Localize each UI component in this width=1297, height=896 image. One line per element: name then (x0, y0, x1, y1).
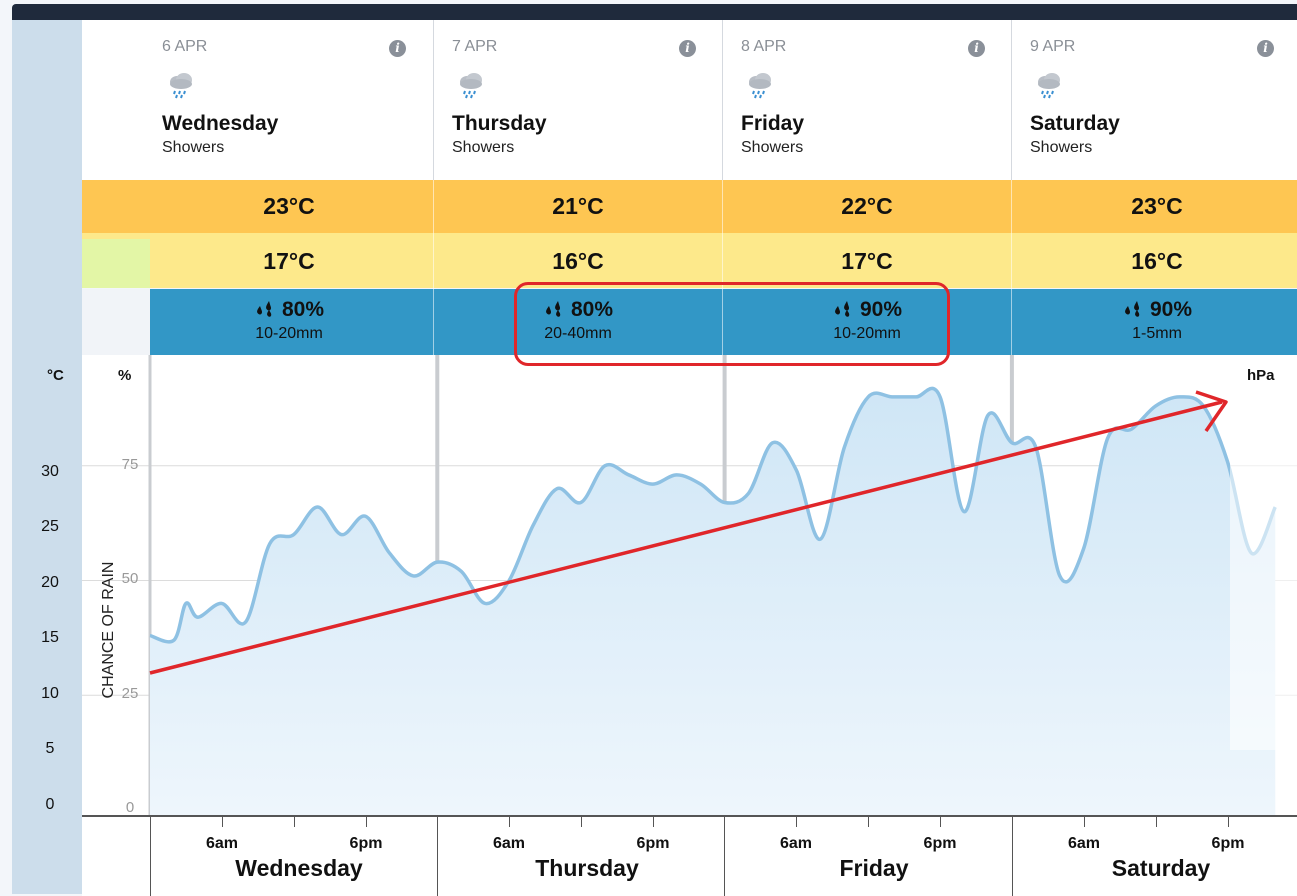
highlight-annotation (514, 282, 950, 366)
max-temp-saturday: 23°C (1057, 193, 1257, 220)
axis-tick (366, 817, 367, 827)
future-fade (1230, 355, 1297, 750)
axis-tick (940, 817, 941, 827)
rain-chance-saturday: 90% (1057, 298, 1257, 322)
celsius-tick: 25 (30, 518, 70, 536)
cell-separator (433, 180, 434, 355)
pressure-unit-label: hPa (1247, 367, 1275, 384)
rain-cloud-icon (456, 69, 486, 99)
max-temp-friday: 22°C (767, 193, 967, 220)
axis-tick (294, 817, 295, 827)
celsius-tick: 10 (30, 685, 70, 703)
axis-day-separator (437, 817, 438, 896)
rain-axis-label: CHANCE OF RAIN (100, 505, 118, 755)
axis-time-6pm: 6pm (900, 835, 980, 853)
celsius-tick: 15 (30, 629, 70, 647)
axis-tick (509, 817, 510, 827)
info-icon[interactable]: i (389, 40, 406, 57)
min-temp-friday: 17°C (767, 248, 967, 275)
day-column-thursday: 7 APR i Thursday Showers (433, 20, 723, 180)
day-column-saturday: 9 APR i Saturday Showers (1011, 20, 1297, 180)
axis-tick (1156, 817, 1157, 827)
min-temp-band-lead (82, 239, 150, 288)
percent-tick: 0 (110, 799, 150, 816)
axis-day-separator (150, 817, 151, 896)
axis-day-separator (724, 817, 725, 896)
day-name: Friday (741, 112, 804, 136)
max-temp-thursday: 21°C (478, 193, 678, 220)
info-icon[interactable]: i (1257, 40, 1274, 57)
rain-band-lead (82, 289, 150, 355)
percent-tick: 75 (110, 456, 150, 473)
day-date: 8 APR (741, 38, 786, 56)
rain-cloud-icon (166, 69, 196, 99)
rain-drops-icon (254, 298, 276, 318)
info-icon[interactable]: i (968, 40, 985, 57)
axis-time-6am: 6am (1044, 835, 1124, 853)
min-temp-saturday: 16°C (1057, 248, 1257, 275)
axis-tick (653, 817, 654, 827)
axis-time-6am: 6am (756, 835, 836, 853)
day-summary: Showers (452, 139, 514, 157)
percent-unit-label: % (118, 367, 131, 384)
day-column-wednesday: 6 APR i Wednesday Showers (82, 20, 433, 180)
axis-day-thursday: Thursday (487, 855, 687, 882)
axis-tick (1228, 817, 1229, 827)
axis-tick (581, 817, 582, 827)
day-name: Thursday (452, 112, 547, 136)
axis-time-6pm: 6pm (613, 835, 693, 853)
day-name: Saturday (1030, 112, 1120, 136)
rain-chance-value: 80% (282, 298, 324, 321)
axis-time-6am: 6am (182, 835, 262, 853)
min-temp-wednesday: 17°C (189, 248, 389, 275)
day-summary: Showers (162, 139, 224, 157)
rain-amount-saturday: 1-5mm (1057, 325, 1257, 343)
rain-chance-chart (0, 355, 1297, 815)
celsius-tick: 5 (30, 740, 70, 758)
rain-amount-wednesday: 10-20mm (189, 325, 389, 343)
day-summary: Showers (741, 139, 803, 157)
day-date: 6 APR (162, 38, 207, 56)
axis-tick (222, 817, 223, 827)
max-temp-wednesday: 23°C (189, 193, 389, 220)
cell-separator (1011, 180, 1012, 355)
celsius-tick: 0 (30, 796, 70, 814)
day-name: Wednesday (162, 112, 278, 136)
day-summary: Showers (1030, 139, 1092, 157)
rain-cloud-icon (1034, 69, 1064, 99)
celsius-tick: 30 (30, 463, 70, 481)
axis-time-6pm: 6pm (326, 835, 406, 853)
axis-time-6pm: 6pm (1188, 835, 1268, 853)
min-temp-thursday: 16°C (478, 248, 678, 275)
axis-tick (868, 817, 869, 827)
info-icon[interactable]: i (679, 40, 696, 57)
rain-cloud-icon (745, 69, 775, 99)
axis-day-friday: Friday (774, 855, 974, 882)
rain-chance-value: 90% (1150, 298, 1192, 321)
axis-day-separator (1012, 817, 1013, 896)
celsius-tick: 20 (30, 574, 70, 592)
day-column-friday: 8 APR i Friday Showers (722, 20, 1012, 180)
axis-tick (1084, 817, 1085, 827)
rain-drops-icon (1122, 298, 1144, 318)
top-bar (12, 4, 1297, 20)
axis-tick (796, 817, 797, 827)
rain-chance-wednesday: 80% (189, 298, 389, 322)
day-date: 9 APR (1030, 38, 1075, 56)
day-date: 7 APR (452, 38, 497, 56)
axis-day-saturday: Saturday (1061, 855, 1261, 882)
axis-time-6am: 6am (469, 835, 549, 853)
celsius-unit-label: °C (47, 367, 64, 384)
time-axis: 6am 6pm 6am 6pm 6am 6pm 6am 6pm Wednesda… (82, 815, 1297, 896)
axis-day-wednesday: Wednesday (199, 855, 399, 882)
